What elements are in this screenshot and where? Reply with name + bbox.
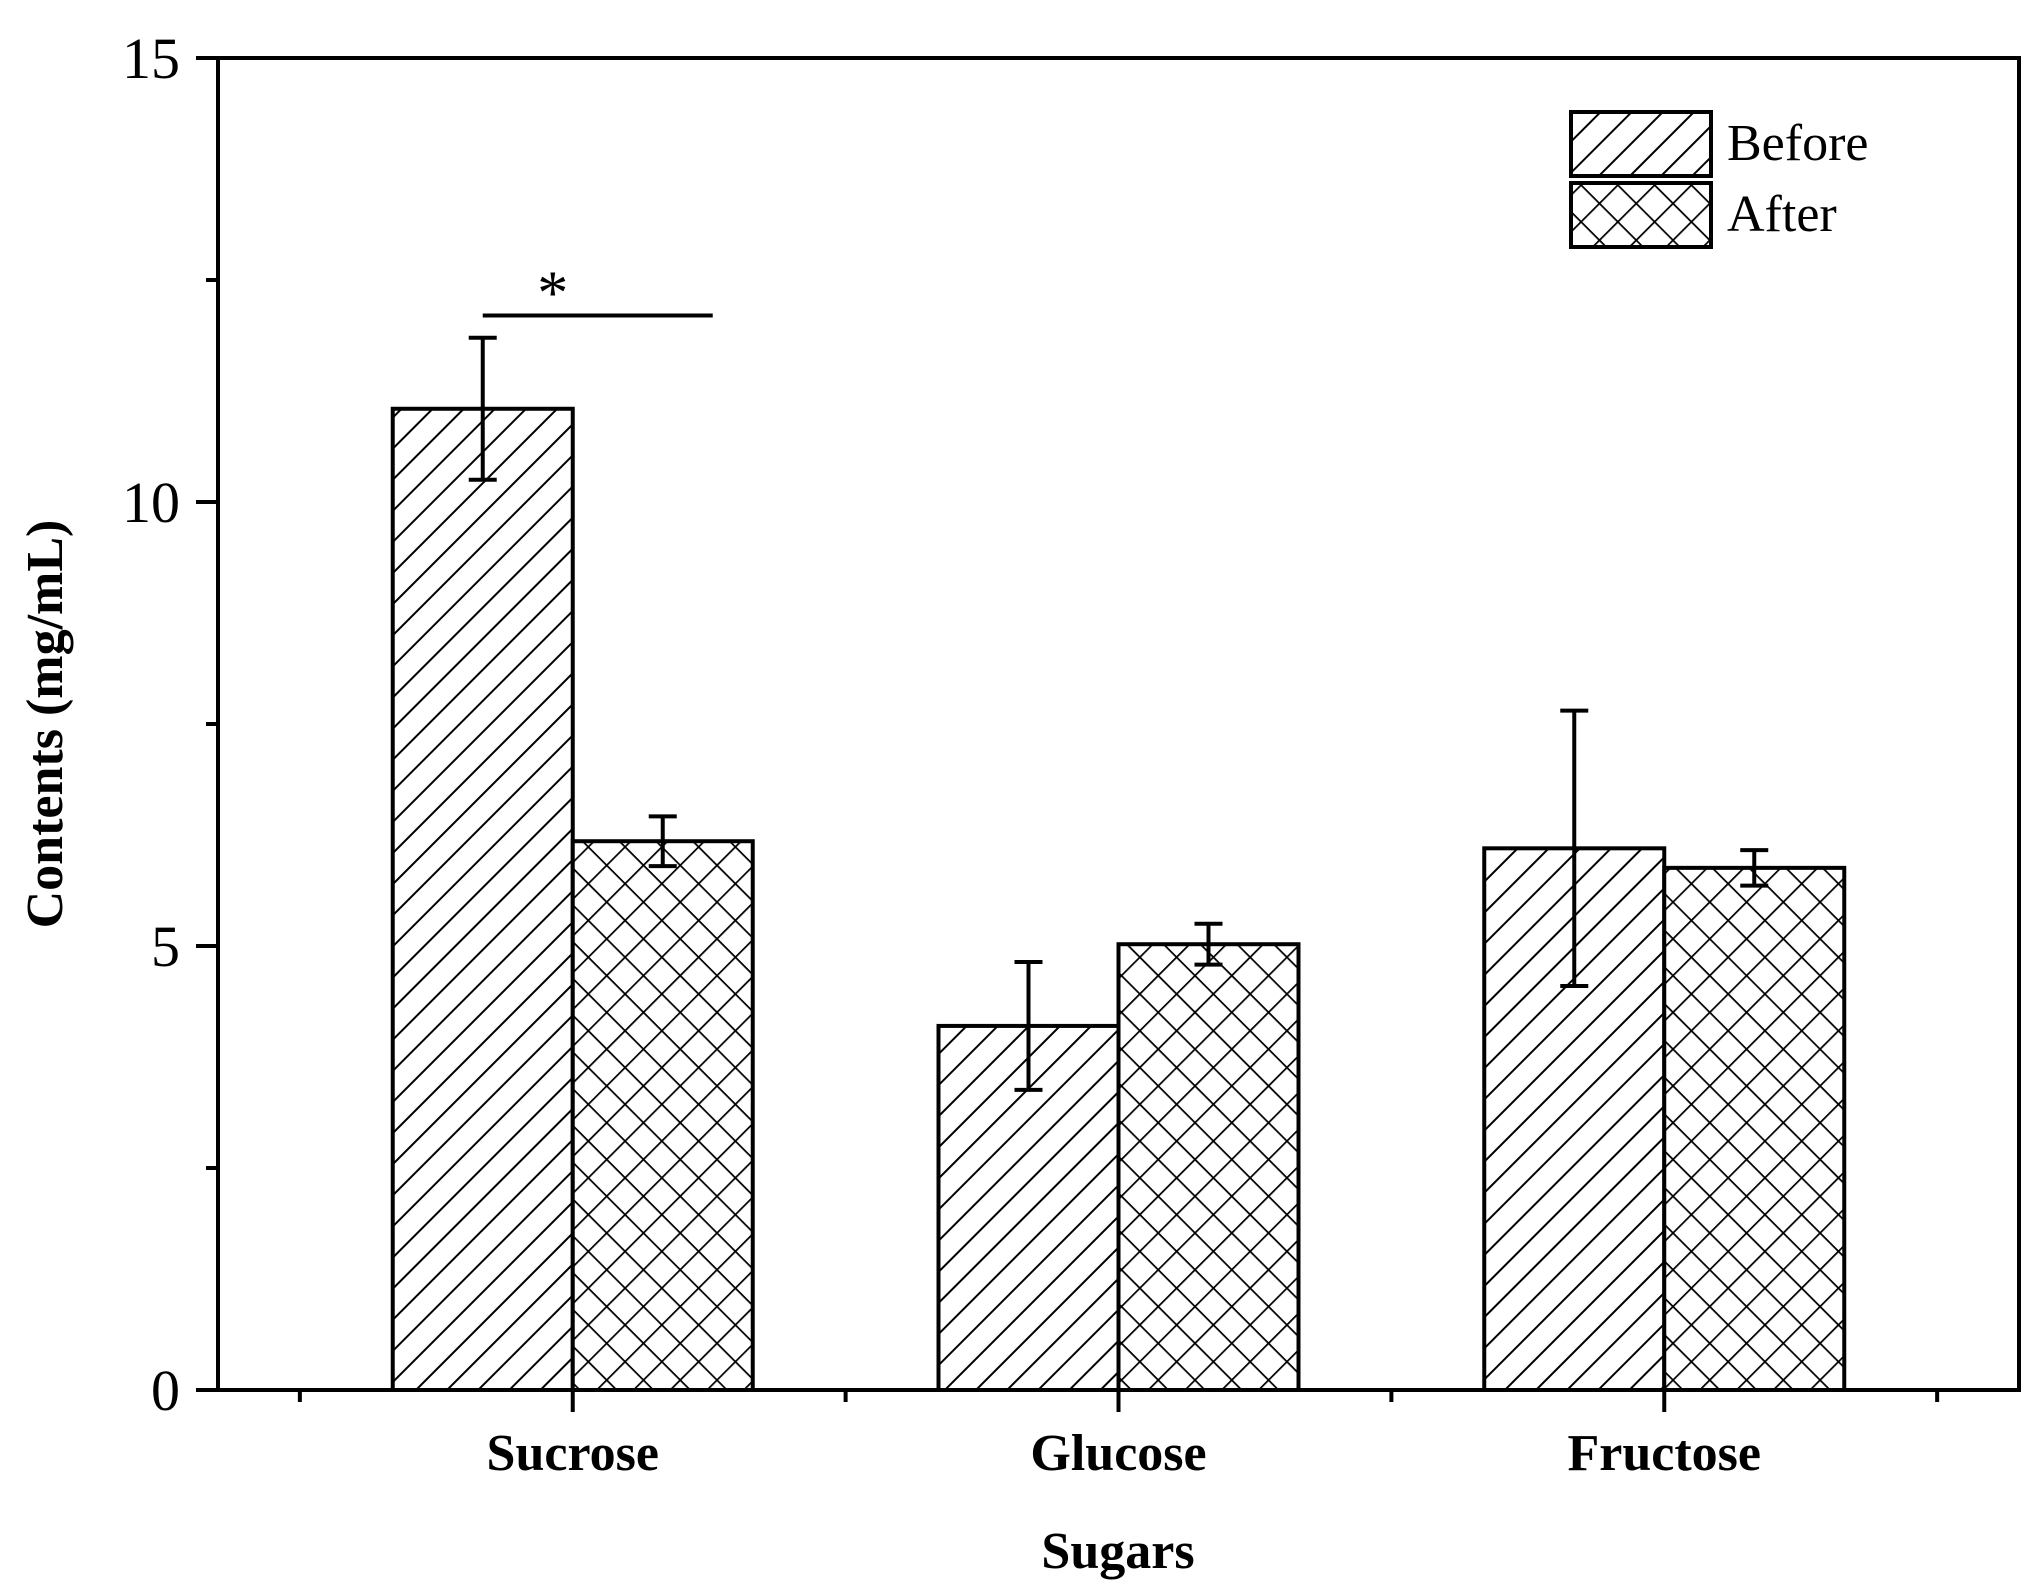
legend-label-before: Before: [1727, 115, 1868, 172]
error-bar-before-sucrose: [468, 335, 497, 482]
bars: [390, 406, 1847, 1393]
y-tick-label-1: 5: [151, 914, 180, 979]
bar-after-fructose: [1662, 865, 1847, 1392]
x-axis: Sucrose Glucose Fructose: [297, 1390, 1940, 1482]
error-bars: [468, 335, 1769, 1092]
legend-label-after: After: [1727, 186, 1837, 243]
y-tick-label-2: 10: [122, 470, 180, 535]
bar-after-glucose: [1116, 942, 1301, 1392]
bar-after-sucrose: [570, 839, 755, 1392]
legend: Before After: [1569, 110, 1868, 249]
error-bar-after-sucrose: [648, 814, 677, 869]
error-bar-before-fructose: [1560, 708, 1589, 988]
error-bar-after-glucose: [1194, 921, 1223, 967]
y-axis-title: Contents (mg/mL): [17, 520, 74, 929]
x-axis-title: Sugars: [1041, 1523, 1194, 1580]
legend-swatch-before: [1569, 110, 1713, 178]
x-tick-label-1: Glucose: [1030, 1425, 1206, 1482]
y-axis: 0 5 10 15: [122, 26, 218, 1423]
error-bar-after-fructose: [1740, 848, 1769, 888]
error-bar-before-glucose: [1014, 959, 1043, 1092]
x-tick-label-2: Fructose: [1568, 1425, 1761, 1482]
x-tick-label-0: Sucrose: [487, 1425, 659, 1482]
legend-swatch-after: [1569, 181, 1713, 249]
y-tick-label-3: 15: [122, 26, 180, 91]
significance-marker-0: *: [537, 260, 568, 328]
bar-before-sucrose: [390, 406, 575, 1392]
y-tick-label-0: 0: [151, 1358, 180, 1423]
annotations: *: [482, 260, 713, 328]
